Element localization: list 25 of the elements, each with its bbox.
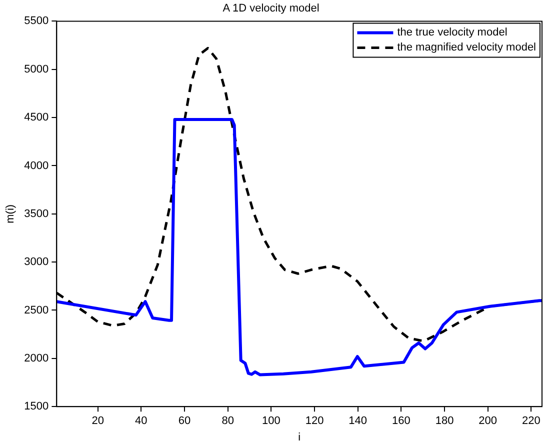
y-tick-label: 4500 bbox=[24, 112, 49, 124]
x-tick-label: 40 bbox=[135, 415, 148, 428]
x-tick-label: 140 bbox=[348, 415, 368, 428]
legend-label: the true velocity model bbox=[397, 26, 508, 39]
x-tick-label: 100 bbox=[262, 415, 280, 428]
y-tick-label: 2000 bbox=[24, 352, 49, 364]
y-tick-label: 5000 bbox=[24, 63, 49, 76]
x-axis-title: i bbox=[298, 431, 301, 444]
y-tick-label: 3000 bbox=[24, 256, 49, 268]
y-tick-label: 1500 bbox=[24, 400, 49, 413]
y-tick-label: 2500 bbox=[24, 304, 49, 316]
x-tick-label: 20 bbox=[92, 415, 104, 428]
x-tick-label: 200 bbox=[478, 415, 498, 428]
y-axis-title: m(i) bbox=[4, 204, 17, 224]
chart-title: A 1D velocity model bbox=[222, 2, 320, 15]
y-tick-label: 5500 bbox=[24, 15, 49, 28]
y-tick-label: 3500 bbox=[24, 208, 49, 220]
x-tick-label: 220 bbox=[522, 415, 540, 428]
x-tick-label: 160 bbox=[392, 415, 410, 428]
x-tick-label: 80 bbox=[222, 415, 234, 428]
x-tick-label: 180 bbox=[435, 415, 454, 428]
y-tick-label: 4000 bbox=[24, 160, 49, 172]
x-tick-label: 120 bbox=[305, 415, 324, 428]
legend-label: the magnified velocity model bbox=[397, 42, 536, 54]
x-tick-label: 60 bbox=[178, 415, 191, 428]
